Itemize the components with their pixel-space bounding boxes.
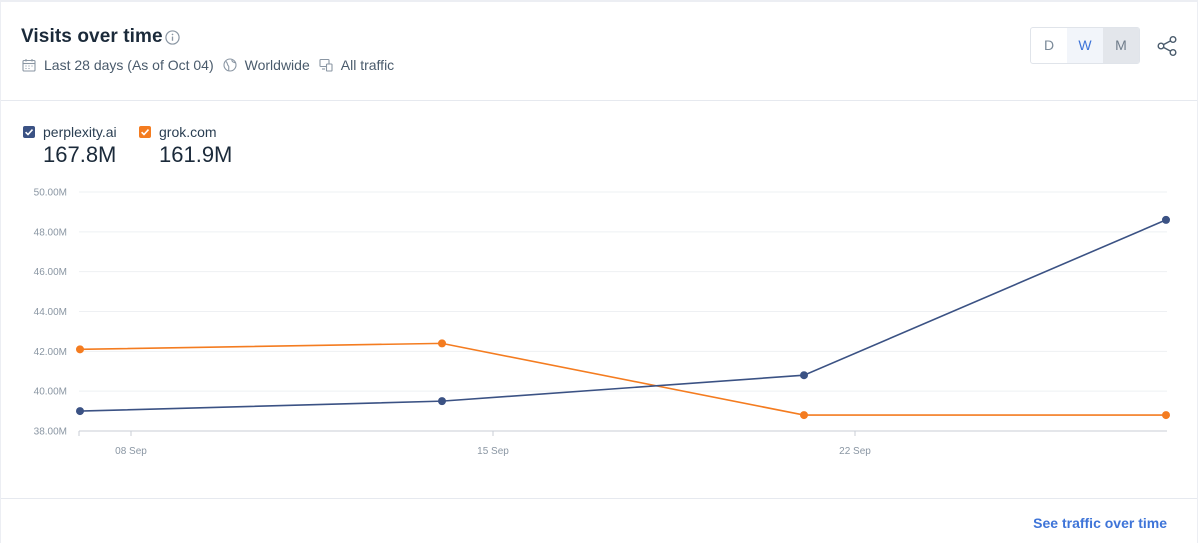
legend-label: grok.com: [159, 124, 217, 140]
legend-total: 161.9M: [159, 142, 233, 167]
y-tick-label: 48.00M: [34, 227, 67, 238]
data-point-perplexity-ai: [1162, 215, 1170, 224]
data-point-grok-com: [438, 339, 446, 348]
y-tick-label: 40.00M: [34, 387, 67, 398]
line-chart: 50.00M 48.00M 46.00M 44.00M 42.00M 40.00M 38.0…: [34, 188, 1170, 457]
region-label: Worldwide: [244, 57, 310, 73]
traffic-label: All traffic: [340, 57, 395, 73]
devices-icon: [319, 58, 333, 72]
y-tick-label: 38.00M: [34, 427, 67, 438]
y-tick-label: 46.00M: [34, 267, 67, 278]
card-title: Visits over time: [21, 26, 163, 47]
data-point-grok-com: [800, 411, 808, 420]
series-line-perplexity-ai: [79, 219, 1167, 412]
traffic-item: All traffic: [319, 57, 394, 73]
legend-total: 167.8M: [43, 142, 117, 167]
filter-meta: Last 28 days (As of Oct 04) Worldwide Al…: [22, 57, 403, 73]
y-tick-label: 44.00M: [34, 307, 67, 318]
x-tick-label: 15 Sep: [477, 446, 509, 457]
series-line-grok-com: [79, 342, 1166, 416]
granularity-week-button[interactable]: W: [1067, 28, 1103, 63]
see-traffic-link[interactable]: See traffic over time: [1033, 515, 1167, 531]
globe-icon: [223, 58, 237, 72]
calendar-icon: [22, 59, 36, 72]
legend-item-grok[interactable]: grok.com 161.9M: [139, 124, 232, 168]
data-point-grok-com: [76, 345, 84, 354]
x-tick-label: 08 Sep: [115, 446, 147, 457]
checkbox-checked-icon[interactable]: [23, 126, 35, 138]
data-point-grok-com: [1162, 411, 1170, 420]
y-tick-label: 50.00M: [34, 188, 67, 199]
legend-item-perplexity[interactable]: perplexity.ai 167.8M: [23, 124, 117, 168]
granularity-toggle: D W M: [1030, 27, 1140, 64]
checkbox-checked-icon[interactable]: [139, 126, 151, 138]
region-item: Worldwide: [223, 57, 310, 73]
date-range-item: Last 28 days (As of Oct 04): [22, 57, 214, 73]
footer-divider: [1, 498, 1197, 499]
granularity-month-button[interactable]: M: [1103, 28, 1139, 63]
y-tick-label: 42.00M: [34, 347, 67, 358]
data-point-perplexity-ai: [800, 371, 808, 380]
date-range-label: Last 28 days (As of Oct 04): [44, 57, 214, 73]
info-icon[interactable]: [165, 30, 180, 45]
data-point-perplexity-ai: [76, 407, 84, 416]
data-point-perplexity-ai: [438, 397, 446, 406]
x-tick-label: 22 Sep: [839, 446, 871, 457]
legend-label: perplexity.ai: [43, 124, 117, 140]
granularity-day-button[interactable]: D: [1043, 37, 1055, 53]
share-icon[interactable]: [1156, 35, 1178, 57]
card-header: Visits over time Last 28 days (As of Oct…: [1, 2, 1197, 101]
